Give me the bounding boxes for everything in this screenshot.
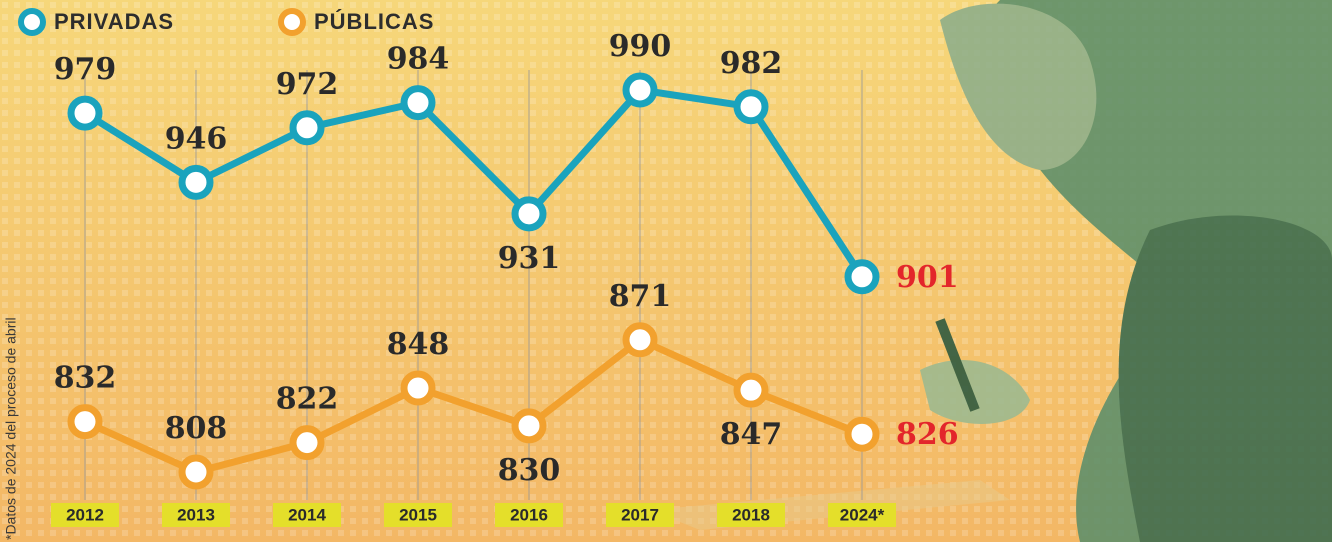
data-point [404, 374, 432, 402]
x-tick-label: 2014 [288, 505, 326, 524]
data-label: 984 [387, 42, 450, 77]
data-point [515, 200, 543, 228]
data-label: 871 [609, 279, 672, 314]
legend-marker [281, 11, 303, 33]
data-point [737, 93, 765, 121]
data-label: 982 [720, 46, 783, 81]
data-label: 848 [387, 327, 450, 362]
note: *Datos de 2024 del proceso de abril [3, 317, 19, 540]
data-point [737, 376, 765, 404]
legend-label: PRIVADAS [54, 9, 174, 34]
data-label: 931 [498, 241, 561, 276]
data-point [848, 420, 876, 448]
data-label: 822 [276, 382, 339, 417]
data-label: 990 [609, 29, 672, 64]
x-tick-label: 2012 [66, 505, 104, 524]
data-label: 946 [165, 121, 228, 156]
data-point [404, 89, 432, 117]
data-label: 808 [165, 411, 228, 446]
x-tick-label: 2018 [732, 505, 770, 524]
data-label: 830 [498, 453, 561, 488]
data-label: 832 [54, 361, 117, 396]
x-tick-label: 2017 [621, 505, 659, 524]
data-point [848, 263, 876, 291]
data-label: 972 [276, 67, 339, 102]
data-point [626, 76, 654, 104]
data-label: 847 [720, 417, 783, 452]
legend-marker [21, 11, 43, 33]
x-tick-label: 2013 [177, 505, 215, 524]
data-point [515, 412, 543, 440]
data-point [71, 408, 99, 436]
data-point [182, 458, 210, 486]
data-label: 826 [896, 417, 959, 452]
legend-label: PÚBLICAS [314, 9, 434, 34]
x-tick-label: 2024* [840, 505, 885, 524]
data-point [182, 168, 210, 196]
x-tick-label: 2015 [399, 505, 437, 524]
data-label: 901 [896, 260, 959, 295]
data-point [71, 99, 99, 127]
data-label: 979 [54, 52, 117, 87]
data-point [626, 326, 654, 354]
data-point [293, 429, 321, 457]
data-point [293, 114, 321, 142]
chart: *Datos de 2024 del proceso de abril 2012… [0, 0, 1332, 542]
x-tick-label: 2016 [510, 505, 548, 524]
